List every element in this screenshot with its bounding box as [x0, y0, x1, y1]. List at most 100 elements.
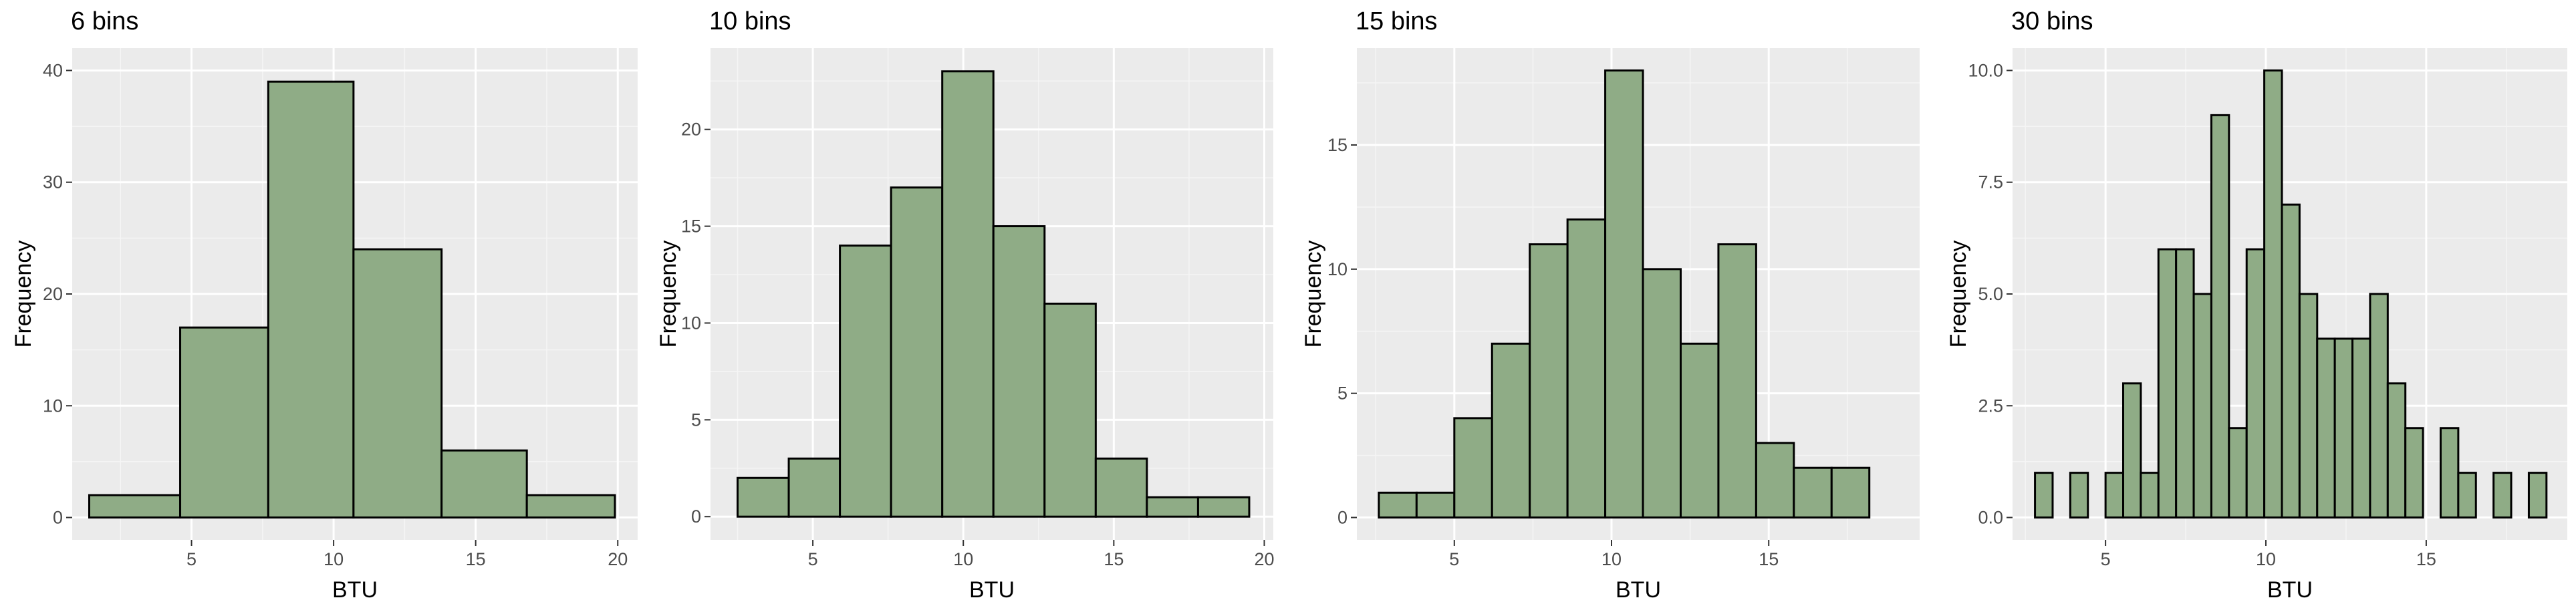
- y-tick-label: 30: [43, 172, 63, 192]
- histogram-bar: [525, 494, 616, 519]
- histogram-bar: [839, 245, 892, 518]
- histogram-bar: [2333, 337, 2354, 519]
- x-tick-label: 20: [1254, 549, 1274, 569]
- x-tick-label: 10: [1601, 549, 1622, 569]
- histogram-bar: [992, 225, 1046, 518]
- chart-title: 10 bins: [709, 7, 791, 35]
- y-tick-label: 40: [43, 60, 63, 80]
- histogram-chart-2: 5 10 15 20 0 5 10 15 20 10 bins BTU Frequency: [656, 7, 1275, 603]
- histogram-bar: [2386, 382, 2407, 519]
- histogram-bar: [890, 186, 944, 518]
- histogram-bar: [1717, 243, 1757, 519]
- histogram-bar: [1094, 457, 1148, 518]
- histogram-bar: [2527, 472, 2548, 519]
- y-tick-label: 5: [1337, 384, 1347, 404]
- y-tick-label: 0: [691, 506, 701, 526]
- histogram-bar: [2245, 248, 2266, 519]
- histogram-chart-1: 5 10 15 20 0 10 20 30 40 6 bins BTU Frequency: [11, 7, 638, 603]
- x-tick-label: 15: [466, 549, 486, 569]
- histogram-bar: [2140, 472, 2160, 519]
- x-tick-label: 5: [186, 549, 197, 569]
- y-axis-title: Frequency: [656, 241, 681, 348]
- histogram-bar: [1146, 496, 1199, 518]
- y-tick-label: 0.0: [1978, 508, 2003, 528]
- histogram-bar: [2192, 293, 2212, 519]
- x-axis-title: BTU: [332, 577, 378, 603]
- histogram-bar: [2228, 427, 2248, 519]
- y-tick-label: 10.0: [1968, 60, 2003, 80]
- histogram-bar: [1680, 342, 1720, 519]
- histogram-bar: [2439, 427, 2460, 519]
- y-tick-label: 10: [43, 396, 63, 416]
- histogram-bar: [1453, 417, 1493, 519]
- histogram-bar: [1830, 466, 1871, 519]
- y-axis-title: Frequency: [11, 241, 36, 348]
- x-tick-label: 10: [953, 549, 973, 569]
- histogram-bar: [1604, 69, 1644, 519]
- histogram-chart-3: 5 10 15 0 5 10 15 15 bins BTU Frequency: [1301, 7, 1920, 603]
- histogram-bar: [1043, 302, 1097, 518]
- x-tick-label: 20: [608, 549, 628, 569]
- y-tick-label: 15: [681, 216, 701, 237]
- y-tick-label: 5.0: [1978, 284, 2003, 304]
- y-tick-label: 5: [691, 410, 701, 430]
- histogram-bar: [1529, 243, 1569, 519]
- histogram-bar: [2369, 293, 2389, 519]
- histogram-bar: [2122, 382, 2142, 519]
- histogram-bar: [2157, 248, 2178, 519]
- y-tick-label: 7.5: [1978, 172, 2003, 192]
- histogram-bar: [941, 70, 995, 518]
- histogram-bar: [2034, 472, 2054, 519]
- histogram-bar: [88, 494, 182, 519]
- histogram-bar: [352, 248, 443, 519]
- histogram-bar: [1642, 268, 1682, 519]
- x-axis-title: BTU: [969, 577, 1015, 603]
- y-tick-label: 0: [1337, 508, 1347, 528]
- x-tick-label: 15: [1104, 549, 1124, 569]
- x-tick-label: 15: [1759, 549, 1779, 569]
- y-axis-title: Frequency: [1946, 241, 1971, 348]
- histogram-bar: [1566, 218, 1607, 519]
- histogram-bar: [2263, 69, 2283, 519]
- y-tick-label: 10: [681, 313, 701, 333]
- histogram-bar: [179, 326, 269, 519]
- histogram-bar: [787, 457, 842, 518]
- histogram-chart-4: 5 10 15 0.0 2.5 5.0 7.5 10.0 30 bins BTU Frequency: [1946, 7, 2567, 603]
- histogram-bar: [2404, 427, 2424, 519]
- x-axis-title: BTU: [2267, 577, 2313, 603]
- histogram-bar: [1491, 342, 1531, 519]
- histogram-bar: [2298, 293, 2319, 519]
- histogram-bar: [2316, 337, 2336, 519]
- y-tick-label: 2.5: [1978, 396, 2003, 416]
- y-tick-label: 20: [43, 284, 63, 304]
- histogram-bar: [737, 476, 790, 518]
- histogram-bar: [2457, 472, 2477, 519]
- chart-title: 30 bins: [2011, 7, 2093, 35]
- x-tick-label: 10: [324, 549, 344, 569]
- histogram-bar: [2175, 248, 2195, 519]
- histogram-bar: [1755, 442, 1795, 519]
- y-tick-label: 0: [53, 508, 63, 528]
- y-axis-title: Frequency: [1301, 241, 1326, 348]
- histogram-bar: [2104, 472, 2125, 519]
- histogram-bar: [1793, 466, 1833, 519]
- y-tick-label: 20: [681, 120, 701, 140]
- histogram-bar: [2210, 114, 2230, 519]
- x-tick-label: 5: [1449, 549, 1459, 569]
- histogram-bar: [2281, 203, 2301, 519]
- histogram-bar: [1196, 496, 1251, 518]
- histogram-bar: [2351, 337, 2371, 519]
- histogram-bar: [440, 449, 528, 519]
- histogram-bar: [2492, 472, 2513, 519]
- x-tick-label: 5: [2101, 549, 2111, 569]
- histogram-bar: [1415, 491, 1456, 519]
- chart-title: 6 bins: [71, 7, 138, 35]
- y-tick-label: 10: [1327, 259, 1347, 279]
- y-tick-label: 15: [1327, 135, 1347, 155]
- histogram-bar: [267, 80, 355, 519]
- x-tick-label: 15: [2416, 549, 2436, 569]
- histogram-bar: [2069, 472, 2089, 519]
- chart-title: 15 bins: [1356, 7, 1438, 35]
- histogram-bar: [1378, 491, 1418, 519]
